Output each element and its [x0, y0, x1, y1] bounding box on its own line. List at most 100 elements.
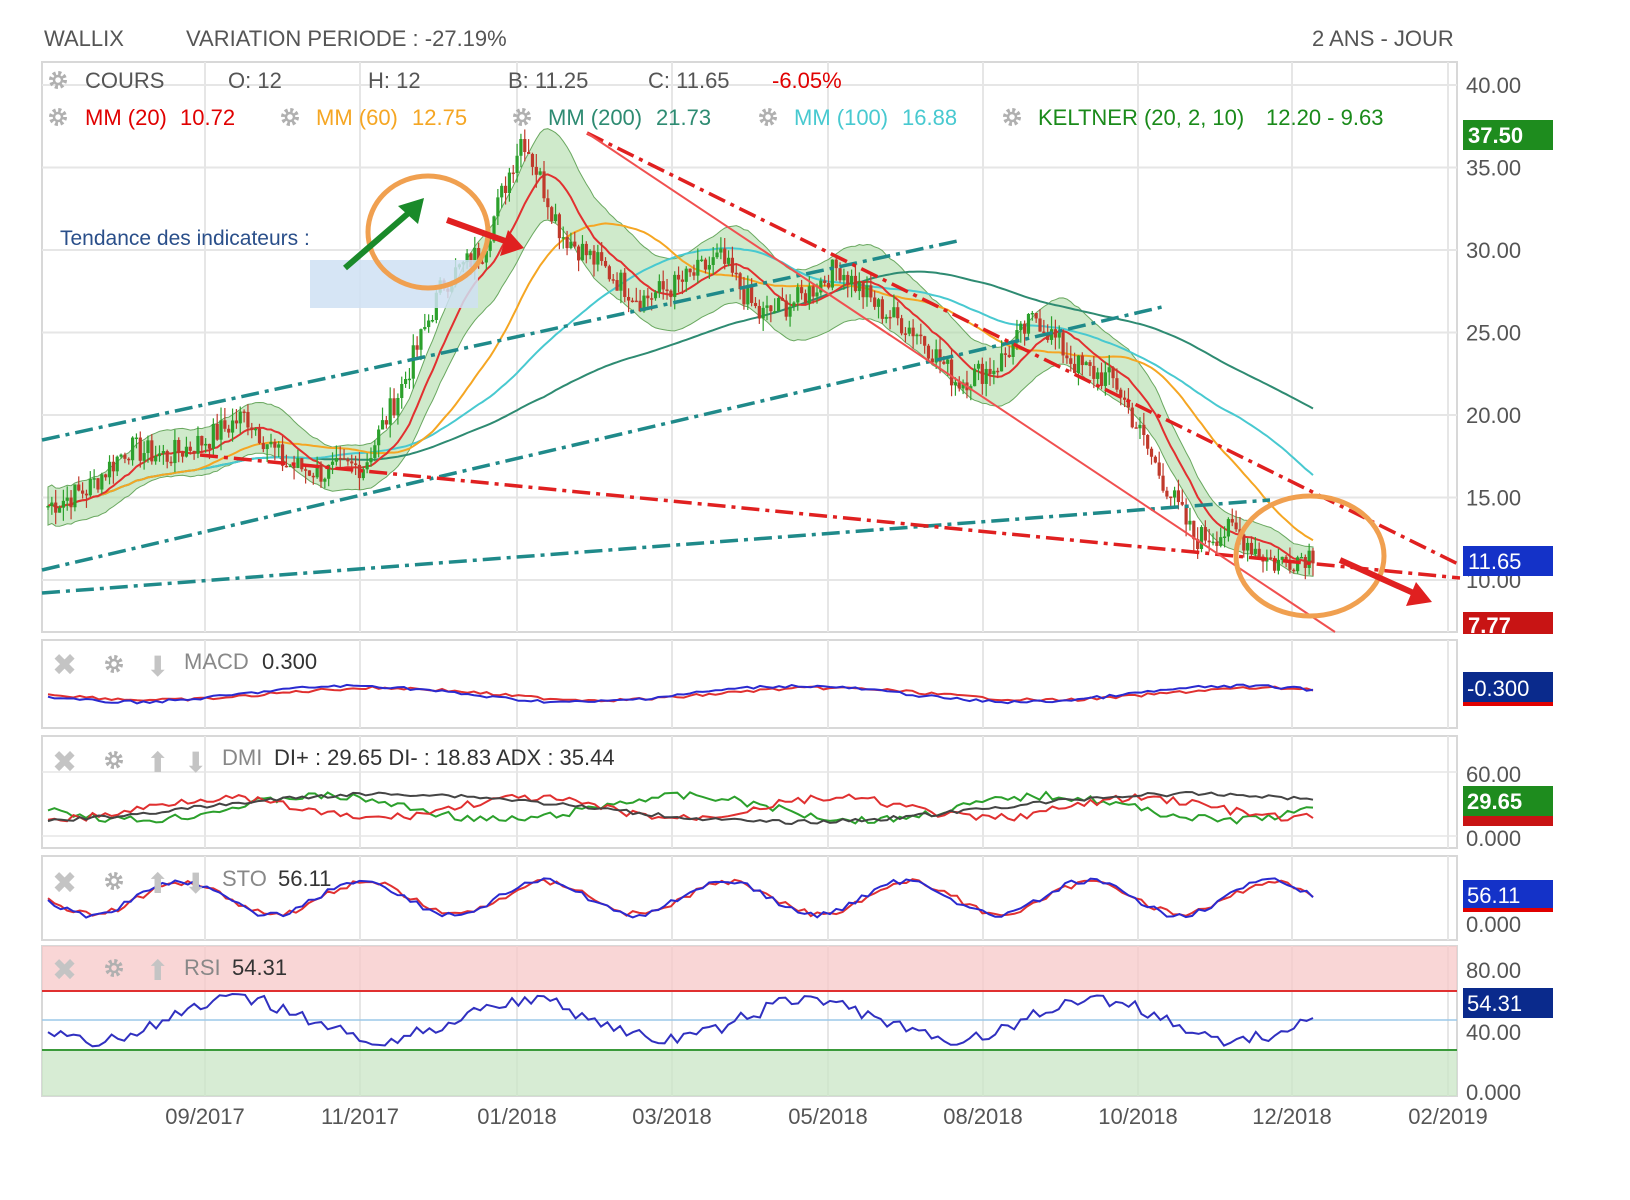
candle-body [830, 259, 834, 288]
candle-body [892, 307, 896, 318]
candle-body [1053, 329, 1057, 338]
candle-body [257, 428, 262, 444]
candle-body [919, 334, 923, 337]
candle-body [723, 248, 727, 264]
candle-body [473, 247, 477, 268]
candle-body [1130, 407, 1134, 428]
macd-value: 0.300 [262, 649, 317, 674]
candle-body [973, 368, 977, 387]
candle-body [550, 207, 554, 222]
sto-down-icon[interactable]: ⬇ [184, 868, 207, 899]
ma60-value: 12.75 [412, 105, 467, 130]
candle-body [807, 286, 811, 304]
candle-body [415, 345, 419, 350]
candle-body [757, 306, 761, 319]
dmi-tick-0: 0.000 [1466, 826, 1521, 851]
open-value: O: 12 [228, 68, 282, 93]
period-selector[interactable]: 2 ANS - JOUR [1312, 26, 1454, 51]
candle-body [230, 420, 235, 433]
rsi-label: RSI [184, 955, 221, 980]
candle-body [1111, 367, 1115, 379]
candle-body [519, 139, 523, 156]
annotation-text: Tendance des indicateurs : [60, 227, 310, 250]
candle-body [134, 437, 139, 440]
candle-body [392, 398, 396, 416]
candle-body [899, 318, 904, 334]
candle-body [346, 459, 350, 462]
candle-body [342, 458, 346, 460]
price-tick-label: 35.00 [1466, 156, 1521, 181]
candle-body [1084, 362, 1088, 366]
highlight-circle [1233, 493, 1387, 619]
candle-body [84, 493, 89, 496]
macd-close-icon[interactable]: ✖ [52, 649, 77, 682]
candle-body [934, 349, 938, 363]
candle-body [784, 300, 788, 317]
candle-body [77, 484, 81, 491]
rsi-up-icon[interactable]: ⬆ [146, 955, 169, 986]
candle-body [327, 464, 331, 479]
candle-body [976, 363, 981, 369]
candle-body [1157, 462, 1161, 476]
candle-body [961, 382, 965, 389]
candle-body [1096, 372, 1100, 379]
rsi-close-icon[interactable]: ✖ [52, 954, 77, 987]
candle-body [623, 272, 627, 297]
price-tick-label: 15.00 [1466, 486, 1521, 511]
candle-body [54, 502, 58, 513]
dmi-tick-60: 60.00 [1466, 762, 1521, 787]
change-value: -6.05% [772, 68, 842, 93]
x-tick-label: 11/2017 [321, 1104, 399, 1129]
candle-body [815, 292, 819, 297]
candle-body [853, 275, 858, 292]
candle-body [1211, 541, 1215, 544]
candle-body [123, 454, 127, 459]
dmi-close-icon[interactable]: ✖ [52, 746, 77, 779]
candle-body [353, 463, 358, 465]
period-variation: VARIATION PERIODE : -27.19% [186, 26, 507, 51]
candle-body [657, 281, 661, 293]
candle-body [107, 461, 112, 478]
candle-body [1246, 542, 1250, 551]
badge-high: 37.50 [1463, 120, 1553, 150]
candle-body [538, 171, 542, 175]
candle-body [403, 379, 408, 384]
candle-body [569, 241, 573, 249]
candle-body [753, 302, 758, 307]
sto-tick-0: 0.000 [1466, 912, 1521, 937]
projection-arrow-icon [1338, 557, 1420, 598]
candle-body [307, 470, 312, 476]
candle-body [1046, 333, 1050, 340]
candle-body [776, 297, 781, 312]
candle-body [1019, 323, 1023, 331]
candle-body [173, 439, 177, 464]
dmi-minus-line [47, 793, 1314, 823]
sto-close-icon[interactable]: ✖ [52, 867, 77, 900]
candle-body [234, 420, 239, 424]
candle-body [1288, 560, 1292, 570]
candle-body [869, 285, 873, 298]
dmi-down-icon[interactable]: ⬇ [184, 747, 207, 778]
candle-body [915, 334, 919, 337]
candle-body [703, 259, 708, 270]
macd-down-icon[interactable]: ⬇ [146, 651, 169, 682]
down-arrow-icon [445, 217, 510, 245]
candle-body [850, 275, 854, 285]
candle-body [707, 265, 711, 270]
candle-body [1042, 331, 1046, 334]
sto-up-icon[interactable]: ⬆ [146, 868, 169, 899]
candle-body [219, 420, 223, 440]
candle-body [511, 172, 515, 175]
candle-body [369, 457, 373, 463]
candle-body [1176, 490, 1181, 503]
candle-body [407, 378, 412, 381]
ma100-value: 16.88 [902, 105, 957, 130]
dmi-values: DI+ : 29.65 DI- : 18.83 ADX : 35.44 [274, 745, 615, 770]
candle-body [557, 214, 561, 239]
dmi-up-icon[interactable]: ⬆ [146, 747, 169, 778]
candle-body [603, 260, 608, 267]
ma20-label: MM (20) [85, 105, 167, 130]
candle-body [661, 281, 665, 290]
candle-body [930, 358, 934, 363]
